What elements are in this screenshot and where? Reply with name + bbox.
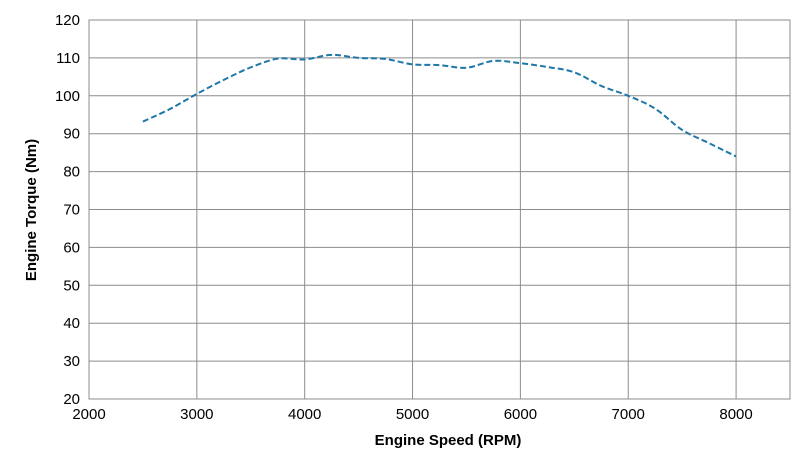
y-tick-label-70: 70 (63, 202, 80, 219)
x-tick-label-2000: 2000 (72, 406, 105, 423)
x-tick-label-4000: 4000 (288, 406, 321, 423)
y-tick-label-20: 20 (63, 391, 80, 408)
grid-lines (88, 19, 790, 400)
y-tick-label-50: 50 (63, 277, 80, 294)
x-tick-label-5000: 5000 (396, 406, 429, 423)
x-tick-label-3000: 3000 (180, 406, 213, 423)
x-tick-label-8000: 8000 (719, 406, 752, 423)
plot-area-frame (88, 19, 791, 400)
y-tick-label-80: 80 (63, 164, 80, 181)
y-tick-label-30: 30 (63, 353, 80, 370)
torque-series-line (142, 53, 737, 158)
y-tick-label-40: 40 (63, 315, 80, 332)
x-axis-title: Engine Speed (RPM) (375, 432, 522, 449)
y-tick-label-100: 100 (55, 88, 80, 105)
tick-labels: 20 30 40 50 60 70 80 90 100 110 120 2000 3000 4000 500… (55, 12, 753, 423)
y-tick-label-110: 110 (56, 50, 80, 67)
y-tick-label-120: 120 (55, 12, 80, 29)
y-tick-label-60: 60 (63, 239, 80, 256)
x-tick-label-6000: 6000 (504, 406, 537, 423)
x-tick-label-7000: 7000 (612, 406, 645, 423)
y-tick-label-90: 90 (63, 126, 80, 143)
y-axis-title: Engine Torque (Nm) (23, 139, 40, 281)
